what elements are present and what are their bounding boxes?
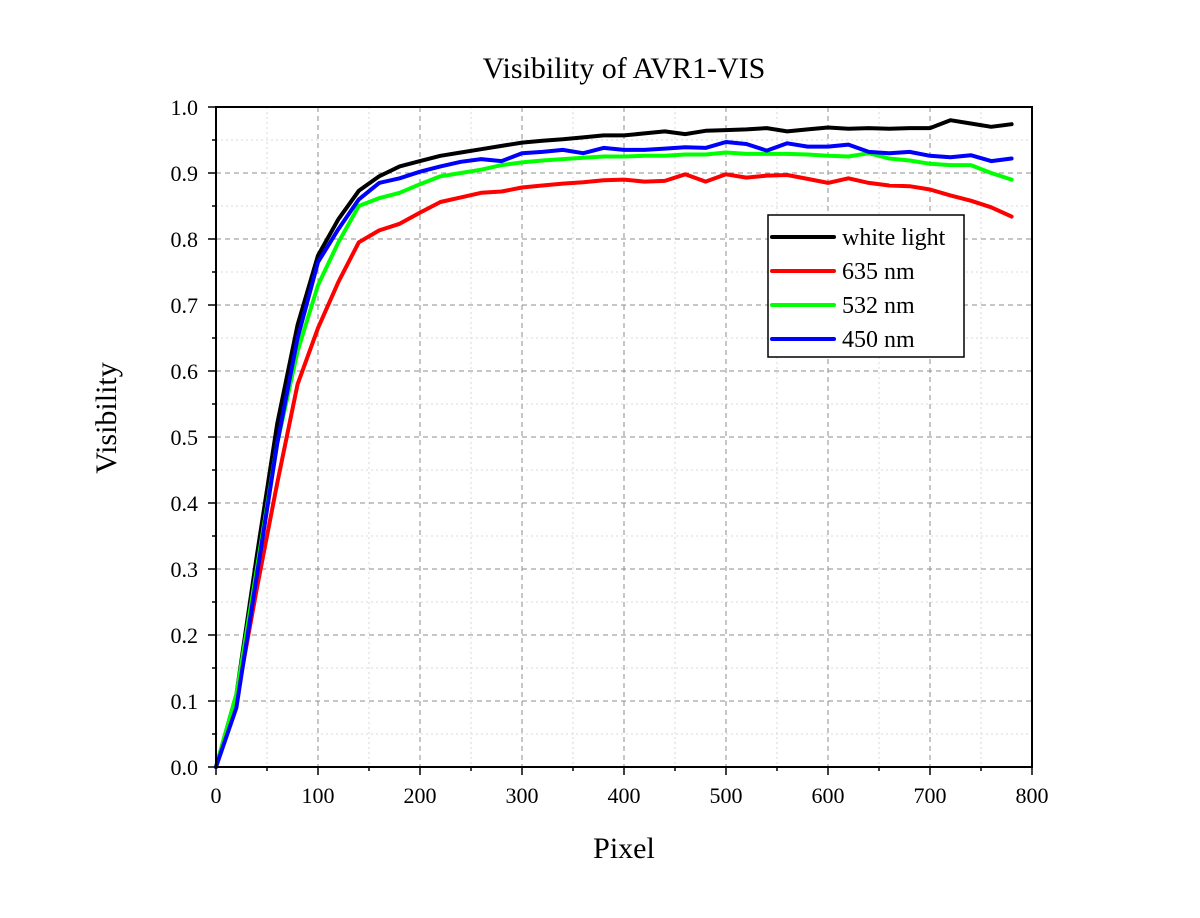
y-tick-label: 0.9 <box>171 161 199 186</box>
y-tick-label: 0.8 <box>171 227 199 252</box>
legend-label-white-light: white light <box>842 225 946 251</box>
x-tick-label: 200 <box>404 783 437 808</box>
legend-items: white light 635 nm 532 nm 450 nm <box>770 225 946 353</box>
x-axis-label: Pixel <box>593 832 655 865</box>
series-line-635-nm <box>214 172 1014 769</box>
x-tick-label: 300 <box>506 783 539 808</box>
x-tick-label: 700 <box>914 783 947 808</box>
y-tick-label: 0.5 <box>171 425 199 450</box>
x-tick-label: 100 <box>302 783 335 808</box>
x-tick-label: 400 <box>608 783 641 808</box>
y-tick-label: 0.1 <box>171 689 199 714</box>
x-tick-label: 800 <box>1016 783 1049 808</box>
y-tick-label: 0.0 <box>171 755 199 780</box>
x-tick-label: 500 <box>710 783 743 808</box>
tick-labels: 0 100 200 300 400 500 600 700 800 0.0 0.1 0.2 0.3 0.4… <box>171 95 1049 808</box>
legend-label-635-nm: 635 nm <box>842 259 915 285</box>
series-layer <box>214 118 1014 769</box>
y-tick-label: 0.3 <box>171 557 199 582</box>
axis-ticks <box>208 106 1033 775</box>
series-line-white-light <box>214 118 1014 769</box>
y-tick-label: 0.7 <box>171 293 199 318</box>
y-tick-label: 1.0 <box>171 95 199 120</box>
x-tick-label: 600 <box>812 783 845 808</box>
y-axis-label: Visibility <box>90 362 123 474</box>
legend-label-532-nm: 532 nm <box>842 293 915 319</box>
y-tick-label: 0.2 <box>171 623 199 648</box>
y-tick-label: 0.6 <box>171 359 199 384</box>
series-line-532-nm <box>214 150 1014 769</box>
legend: white light 635 nm 532 nm 450 nm <box>767 214 965 358</box>
x-tick-label: 0 <box>211 783 222 808</box>
chart-title: Visibility of AVR1-VIS <box>483 52 766 85</box>
series-line-450-nm <box>214 140 1014 769</box>
y-tick-label: 0.4 <box>171 491 199 516</box>
legend-label-450-nm: 450 nm <box>842 327 915 353</box>
